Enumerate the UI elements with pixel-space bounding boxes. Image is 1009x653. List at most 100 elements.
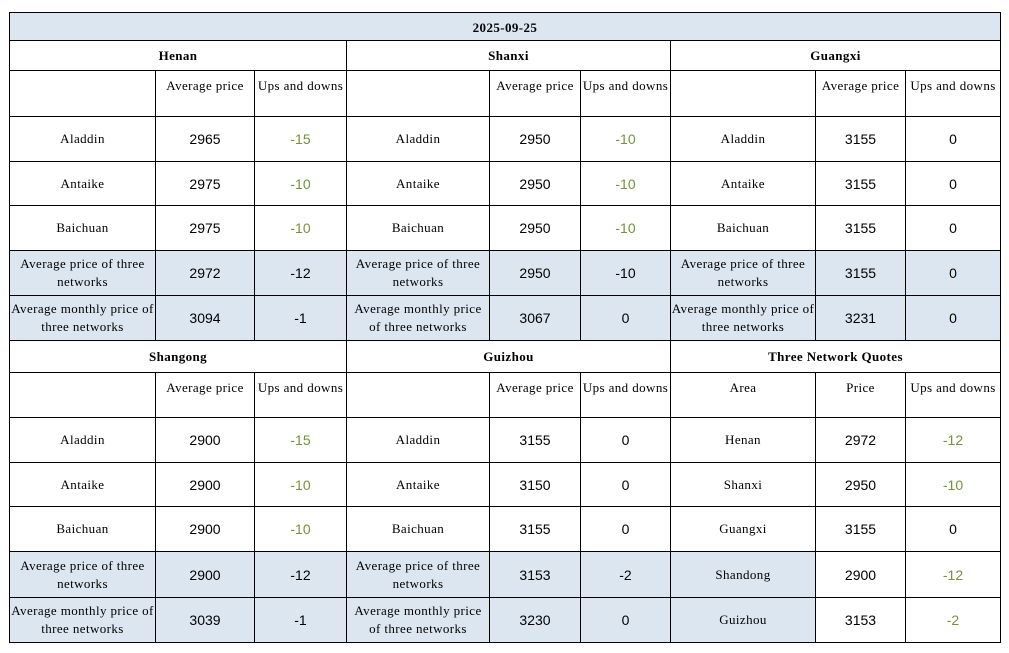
price: 3039 <box>155 597 255 643</box>
region-title: Guizhou <box>346 340 671 373</box>
change: -12 <box>254 250 347 296</box>
change: -1 <box>254 597 347 643</box>
area: Guizhou <box>670 597 816 643</box>
row-label: Average monthly price of three networks <box>346 597 490 643</box>
price: 3150 <box>489 462 581 507</box>
row-label: Average monthly price of three networks <box>346 295 490 341</box>
area: Shanxi <box>670 462 816 507</box>
change: -12 <box>905 551 1001 598</box>
change: -2 <box>580 551 671 598</box>
price: 2950 <box>815 462 906 507</box>
row-label: Baichuan <box>670 205 816 251</box>
row-label: Baichuan <box>9 205 156 251</box>
column-header: Average price <box>489 372 581 418</box>
change: 0 <box>905 161 1001 206</box>
change: -10 <box>254 462 347 507</box>
row-label: Average monthly price of three networks <box>670 295 816 341</box>
quotes-title: Three Network Quotes <box>670 340 1001 373</box>
empty-cell <box>346 70 490 117</box>
price: 2975 <box>155 205 255 251</box>
change: -15 <box>254 116 347 162</box>
date-header: 2025-09-25 <box>9 12 1001 41</box>
change: -10 <box>580 116 671 162</box>
price: 2950 <box>489 161 581 206</box>
change: -10 <box>580 205 671 251</box>
area: Guangxi <box>670 506 816 552</box>
change: 0 <box>905 295 1001 341</box>
row-label: Baichuan <box>346 506 490 552</box>
column-header: Ups and downs <box>254 372 347 418</box>
price: 2900 <box>815 551 906 598</box>
column-header: Average price <box>489 70 581 117</box>
row-label: Baichuan <box>9 506 156 552</box>
change: 0 <box>905 250 1001 296</box>
price: 3230 <box>489 597 581 643</box>
price: 3153 <box>489 551 581 598</box>
row-label: Antaike <box>9 462 156 507</box>
price: 3155 <box>815 116 906 162</box>
region-title: Shanxi <box>346 40 671 71</box>
price: 2900 <box>155 417 255 463</box>
row-label: Average monthly price of three networks <box>9 295 156 341</box>
row-label: Average price of three networks <box>346 551 490 598</box>
region-title: Shangong <box>9 340 347 373</box>
price: 3155 <box>815 161 906 206</box>
change: 0 <box>580 295 671 341</box>
change: -15 <box>254 417 347 463</box>
column-header: Average price <box>815 70 906 117</box>
area: Henan <box>670 417 816 463</box>
row-label: Aladdin <box>346 116 490 162</box>
empty-cell <box>346 372 490 418</box>
change: -12 <box>254 551 347 598</box>
price: 3231 <box>815 295 906 341</box>
row-label: Average price of three networks <box>346 250 490 296</box>
change: 0 <box>580 462 671 507</box>
price: 3155 <box>489 417 581 463</box>
row-label: Aladdin <box>670 116 816 162</box>
change: 0 <box>580 417 671 463</box>
column-header: Area <box>670 372 816 418</box>
row-label: Average price of three networks <box>9 250 156 296</box>
price: 2900 <box>155 506 255 552</box>
price: 2950 <box>489 205 581 251</box>
empty-cell <box>670 70 816 117</box>
column-header: Ups and downs <box>580 70 671 117</box>
price: 2900 <box>155 551 255 598</box>
price: 2972 <box>815 417 906 463</box>
change: 0 <box>580 506 671 552</box>
column-header: Ups and downs <box>905 70 1001 117</box>
column-header: Price <box>815 372 906 418</box>
row-label: Antaike <box>346 462 490 507</box>
column-header: Ups and downs <box>580 372 671 418</box>
row-label: Aladdin <box>346 417 490 463</box>
price: 2950 <box>489 250 581 296</box>
change: -1 <box>254 295 347 341</box>
area: Shandong <box>670 551 816 598</box>
price: 3155 <box>489 506 581 552</box>
change: -10 <box>254 161 347 206</box>
change: -10 <box>254 205 347 251</box>
row-label: Average price of three networks <box>9 551 156 598</box>
change: -2 <box>905 597 1001 643</box>
column-header: Ups and downs <box>254 70 347 117</box>
column-header: Ups and downs <box>905 372 1001 418</box>
row-label: Antaike <box>346 161 490 206</box>
column-header: Average price <box>155 372 255 418</box>
empty-cell <box>9 70 156 117</box>
empty-cell <box>9 372 156 418</box>
price: 3155 <box>815 250 906 296</box>
column-header: Average price <box>155 70 255 117</box>
row-label: Baichuan <box>346 205 490 251</box>
price: 3155 <box>815 205 906 251</box>
change: -10 <box>254 506 347 552</box>
price: 3067 <box>489 295 581 341</box>
row-label: Antaike <box>670 161 816 206</box>
region-title: Guangxi <box>670 40 1001 71</box>
change: -10 <box>580 161 671 206</box>
price: 3153 <box>815 597 906 643</box>
change: 0 <box>905 205 1001 251</box>
change: 0 <box>905 116 1001 162</box>
price: 2975 <box>155 161 255 206</box>
row-label: Average price of three networks <box>670 250 816 296</box>
